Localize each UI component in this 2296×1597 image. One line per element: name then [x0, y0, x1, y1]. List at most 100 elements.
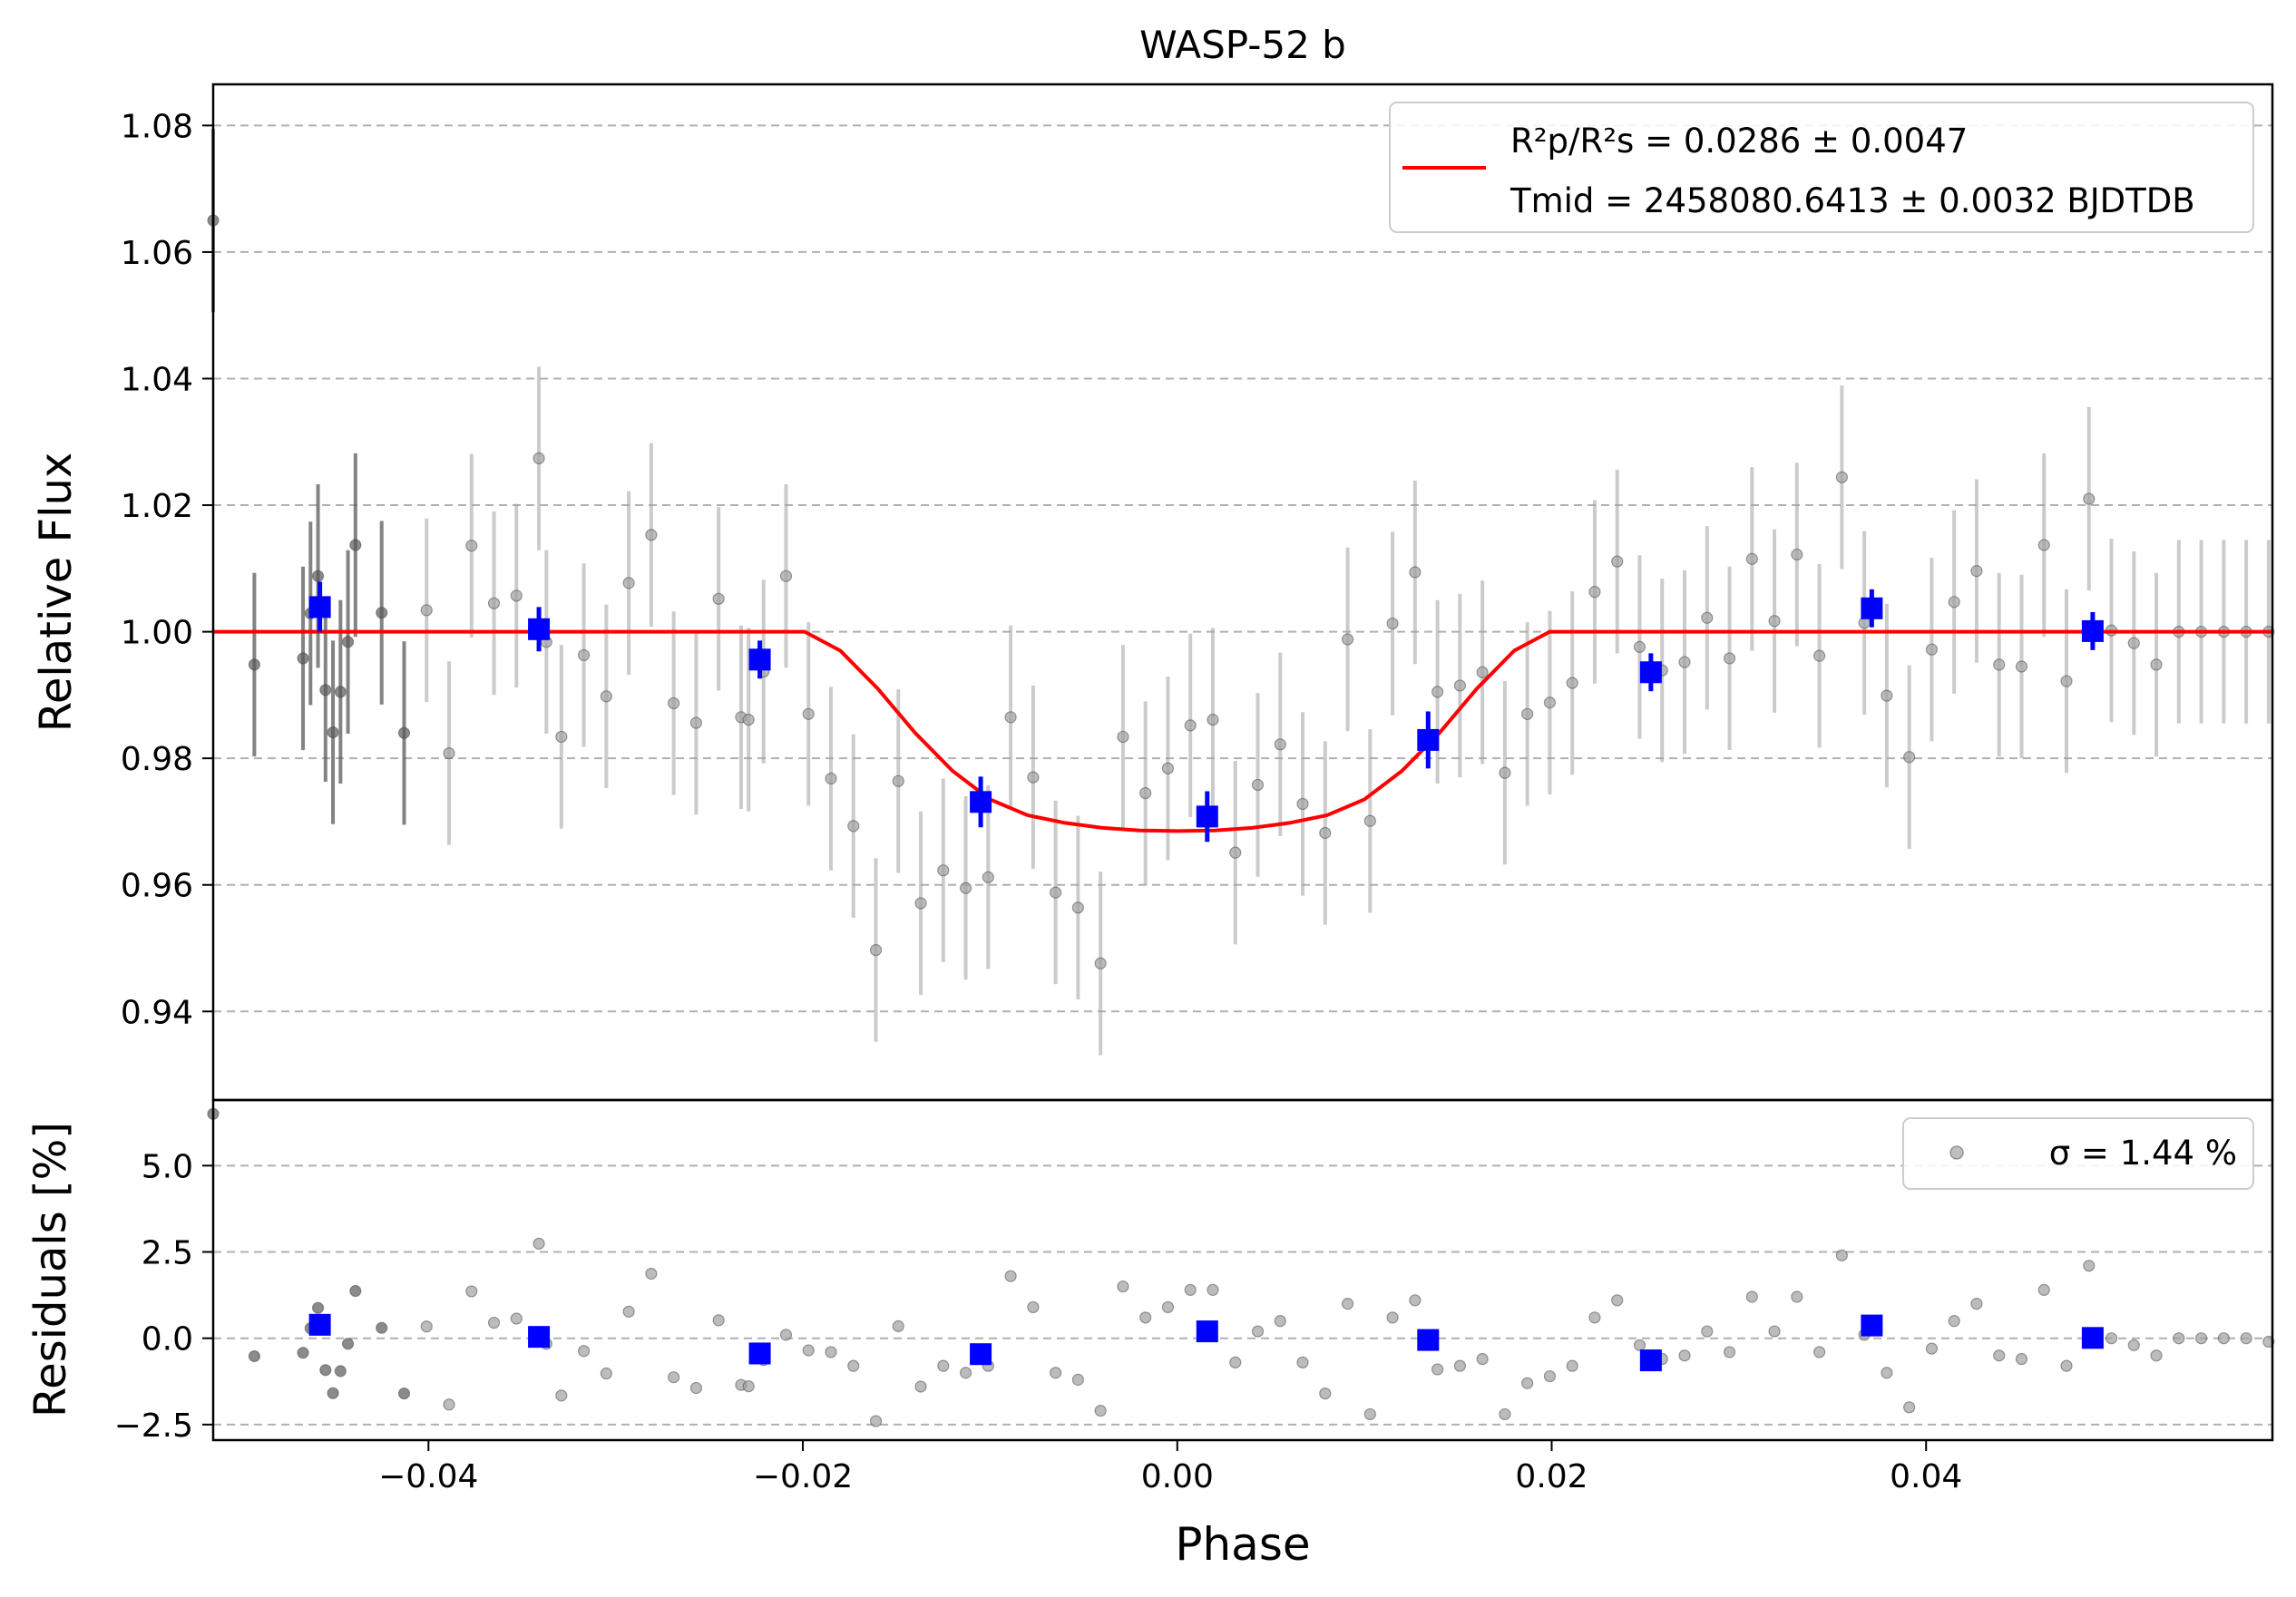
residual-point — [487, 1316, 501, 1329]
x-tick-label: −0.04 — [378, 1458, 478, 1495]
residual-point — [1274, 1315, 1286, 1328]
residual-point — [1409, 1294, 1422, 1307]
residual-point — [443, 1398, 455, 1411]
binned-point — [1417, 728, 1440, 751]
residual-point — [1453, 1359, 1466, 1372]
raw-point — [1499, 766, 1511, 779]
residual-point — [959, 1367, 972, 1379]
raw-point — [1543, 696, 1557, 709]
residual-point — [1431, 1363, 1444, 1376]
raw-point — [1903, 751, 1916, 764]
binned-point — [748, 648, 771, 671]
top-legend: R²p/R²s = 0.0286 ± 0.0047 Tmid = 2458080… — [1389, 102, 2254, 233]
raw-point — [1363, 814, 1376, 827]
residual-point — [1835, 1249, 1848, 1261]
residual-point — [668, 1371, 680, 1384]
raw-point — [1296, 797, 1309, 811]
raw-point — [914, 897, 927, 910]
residual-point — [334, 1365, 347, 1378]
raw-point — [2015, 660, 2028, 673]
raw-point — [2083, 492, 2096, 505]
residual-point — [1094, 1405, 1107, 1417]
residual-point — [1970, 1298, 1983, 1310]
residual-point — [1499, 1407, 1511, 1421]
raw-point — [397, 726, 411, 739]
top-y-ticks: 0.94 0.96 0.98 1.00 1.02 1.04 1.06 1.08 — [121, 108, 213, 1031]
raw-point — [1970, 565, 1983, 578]
raw-point — [1139, 786, 1152, 800]
bottom-legend-box — [1902, 1117, 2254, 1190]
raw-point — [1566, 677, 1578, 689]
residual-point — [1363, 1407, 1376, 1421]
residual-point — [2217, 1332, 2230, 1345]
binned-point — [528, 618, 551, 640]
residual-point — [1050, 1367, 1062, 1379]
residual-point — [1027, 1300, 1040, 1314]
raw-point — [802, 707, 815, 720]
residual-point — [1476, 1352, 1489, 1366]
residual-point — [1566, 1359, 1578, 1372]
residual-point — [645, 1267, 658, 1281]
residual-point — [1004, 1270, 1017, 1282]
residual-point — [319, 1364, 332, 1377]
residual-point — [712, 1314, 725, 1327]
bottom-binned-points — [308, 1313, 2104, 1372]
residual-point — [1881, 1367, 1893, 1379]
binned-residual-point — [1196, 1320, 1218, 1343]
chart-title: WASP-52 b — [1139, 23, 1346, 67]
raw-point — [1723, 652, 1736, 665]
raw-point — [600, 690, 612, 703]
residual-point — [327, 1387, 339, 1399]
residual-point — [2240, 1332, 2252, 1345]
binned-residual-point — [528, 1326, 551, 1349]
top-y-tick-label: 1.00 — [121, 615, 193, 652]
top-raw-points — [207, 128, 2275, 1056]
raw-point — [2127, 637, 2140, 649]
bottom-legend-marker — [1949, 1145, 1964, 1160]
residual-point — [1633, 1339, 1646, 1351]
raw-point — [1161, 762, 1175, 774]
raw-point — [1701, 611, 1714, 624]
bottom-y-tick-label: 5.0 — [142, 1148, 193, 1185]
raw-point — [1835, 471, 1848, 483]
raw-point — [1341, 633, 1354, 646]
raw-point — [1633, 640, 1646, 653]
raw-point — [376, 607, 388, 619]
residual-point — [532, 1237, 545, 1250]
raw-point — [1027, 771, 1040, 784]
raw-point — [1812, 649, 1826, 662]
residual-point — [937, 1359, 950, 1372]
residual-point — [1117, 1280, 1129, 1293]
residual-point — [311, 1301, 325, 1314]
binned-residual-point — [1861, 1314, 1883, 1337]
residual-point — [1319, 1388, 1332, 1400]
raw-point — [297, 652, 309, 665]
residual-point — [2083, 1260, 2096, 1272]
raw-point — [645, 529, 658, 541]
raw-point — [1274, 738, 1286, 751]
top-legend-box — [1389, 102, 2254, 233]
raw-point — [622, 577, 635, 589]
raw-point — [334, 686, 347, 698]
raw-point — [577, 648, 591, 662]
raw-point — [1229, 846, 1242, 859]
raw-point — [1431, 686, 1444, 698]
raw-point — [1207, 714, 1219, 726]
residual-point — [2037, 1283, 2050, 1296]
residual-point — [1139, 1311, 1152, 1324]
binned-residual-point — [1639, 1349, 1662, 1372]
raw-point — [668, 696, 680, 710]
raw-point — [982, 871, 994, 883]
residual-point — [1543, 1369, 1557, 1383]
raw-point — [487, 597, 501, 609]
bottom-y-tick-label: −2.5 — [114, 1407, 193, 1445]
residual-point — [1723, 1346, 1736, 1358]
raw-point — [443, 746, 455, 760]
x-tick-label: −0.02 — [753, 1458, 853, 1495]
binned-point — [1861, 597, 1883, 619]
bottom-y-axis-label: Residuals [%] — [25, 1122, 76, 1417]
raw-point — [555, 730, 568, 744]
top-y-tick-label: 0.94 — [121, 994, 193, 1031]
binned-residual-point — [748, 1342, 771, 1365]
residual-point — [341, 1338, 355, 1350]
